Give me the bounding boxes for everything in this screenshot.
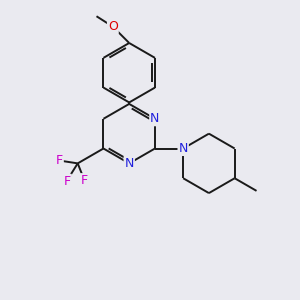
Text: F: F — [56, 154, 63, 167]
Text: N: N — [178, 142, 188, 155]
Text: F: F — [81, 174, 88, 187]
Text: N: N — [124, 157, 134, 170]
Text: N: N — [150, 112, 160, 125]
Text: O: O — [108, 20, 118, 33]
Text: F: F — [64, 175, 71, 188]
